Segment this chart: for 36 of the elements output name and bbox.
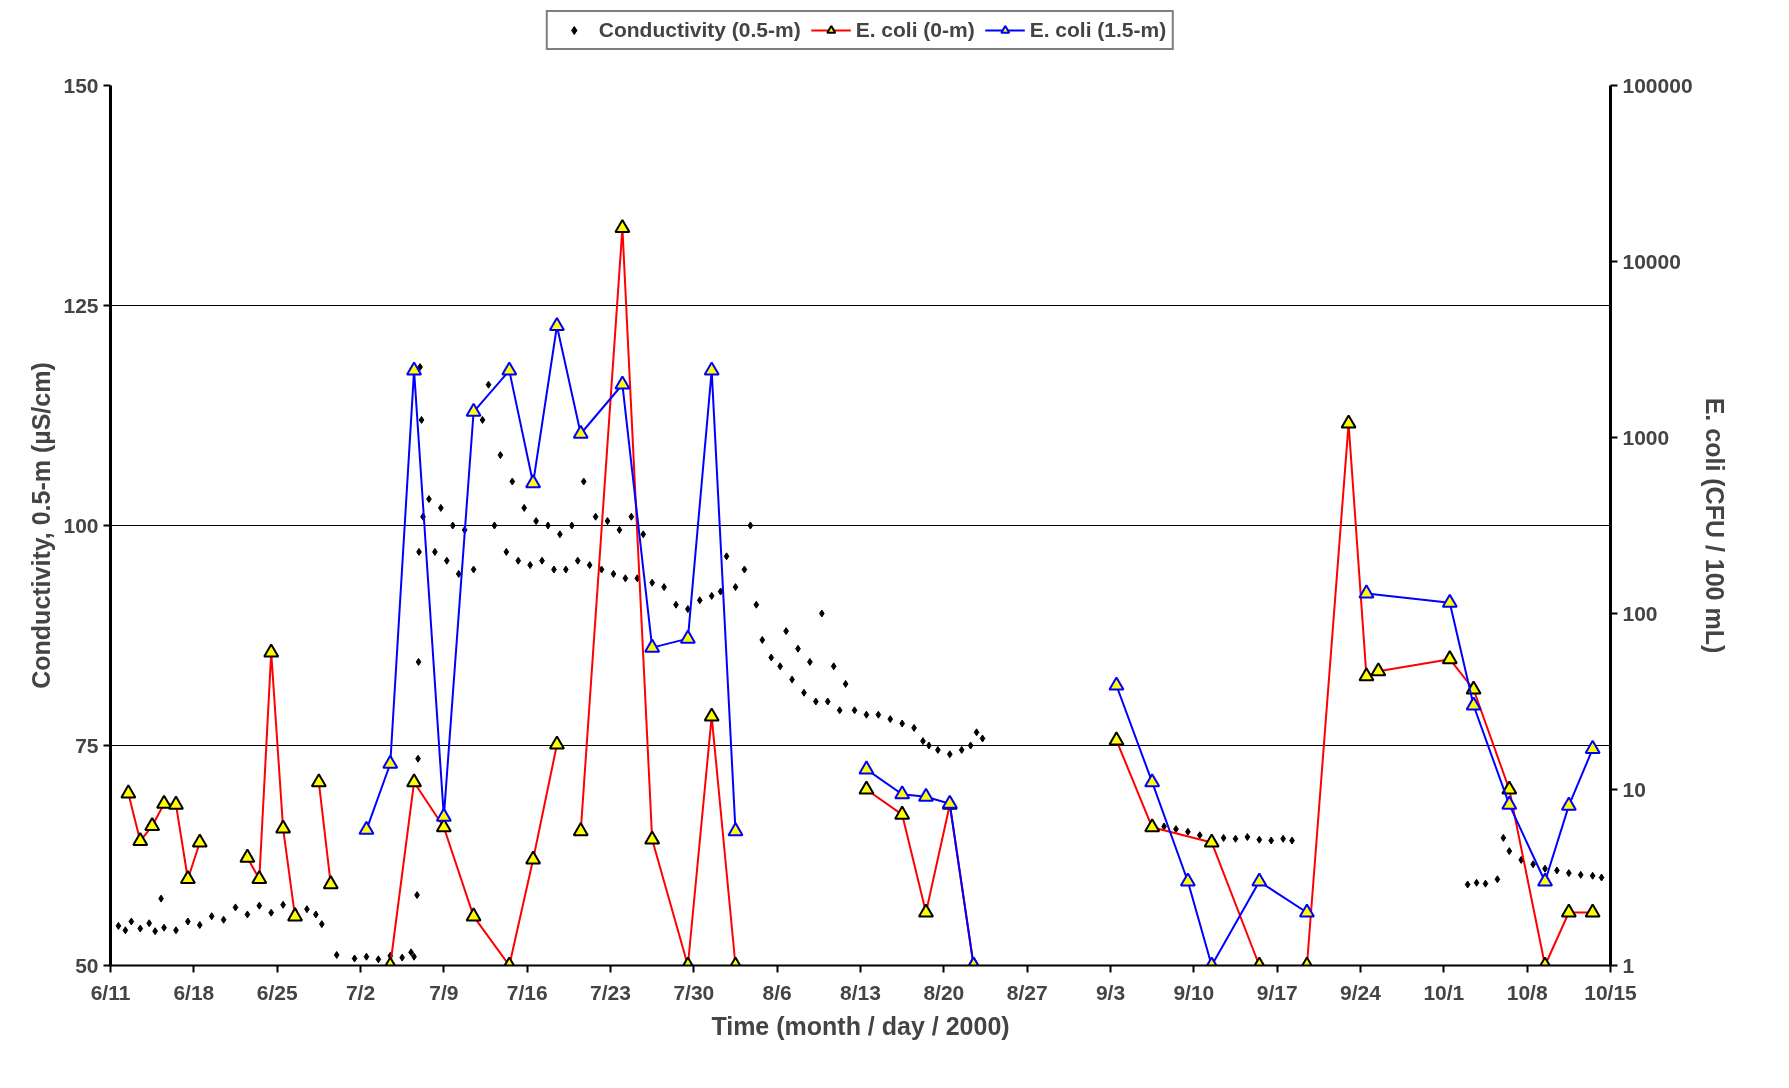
y2-tick-label: 100000 (1622, 73, 1693, 97)
y2-tick-label: 10 (1622, 777, 1646, 801)
x-tick-label: 10/1 (1423, 980, 1465, 1004)
x-tick-label: 6/18 (173, 980, 215, 1004)
legend-label: E. coli (0-m) (855, 18, 975, 42)
x-tick-label: 8/27 (1006, 980, 1048, 1004)
x-axis-title: Time (month / day / 2000) (711, 1011, 1010, 1040)
y-tick-label: 150 (63, 73, 99, 97)
legend-label: Conductivity (0.5-m) (598, 18, 801, 42)
x-tick-label: 9/24 (1340, 980, 1382, 1004)
y-axis-title: Conductivity, 0.5-m (µS/cm) (27, 362, 56, 689)
y2-tick-label: 1 (1622, 953, 1635, 977)
y-tick-label: 125 (63, 293, 99, 317)
y-tick-label: 75 (75, 733, 99, 757)
x-tick-label: 9/17 (1256, 980, 1298, 1004)
x-tick-label: 8/13 (840, 980, 881, 1004)
x-tick-label: 10/8 (1506, 980, 1548, 1004)
x-tick-label: 8/6 (762, 980, 792, 1004)
y2-tick-label: 1000 (1622, 425, 1670, 449)
y2-tick-label: 10000 (1622, 249, 1681, 273)
x-tick-label: 7/30 (673, 980, 715, 1004)
y-tick-label: 50 (75, 953, 99, 977)
x-tick-label: 9/10 (1173, 980, 1215, 1004)
x-tick-label: 10/15 (1584, 980, 1638, 1004)
x-tick-label: 8/20 (923, 980, 965, 1004)
y2-axis-title: E. coli (CFU / 100 mL) (1700, 397, 1729, 654)
x-tick-label: 7/23 (590, 980, 631, 1004)
x-tick-label: 7/16 (506, 980, 548, 1004)
x-tick-label: 6/25 (256, 980, 298, 1004)
x-tick-label: 6/11 (90, 980, 131, 1004)
y-tick-label: 100 (63, 513, 99, 537)
legend-label: E. coli (1.5-m) (1029, 18, 1167, 42)
x-tick-label: 7/2 (345, 980, 376, 1004)
x-tick-label: 7/9 (429, 980, 459, 1004)
x-tick-label: 9/3 (1095, 980, 1126, 1004)
y2-tick-label: 100 (1622, 601, 1658, 625)
